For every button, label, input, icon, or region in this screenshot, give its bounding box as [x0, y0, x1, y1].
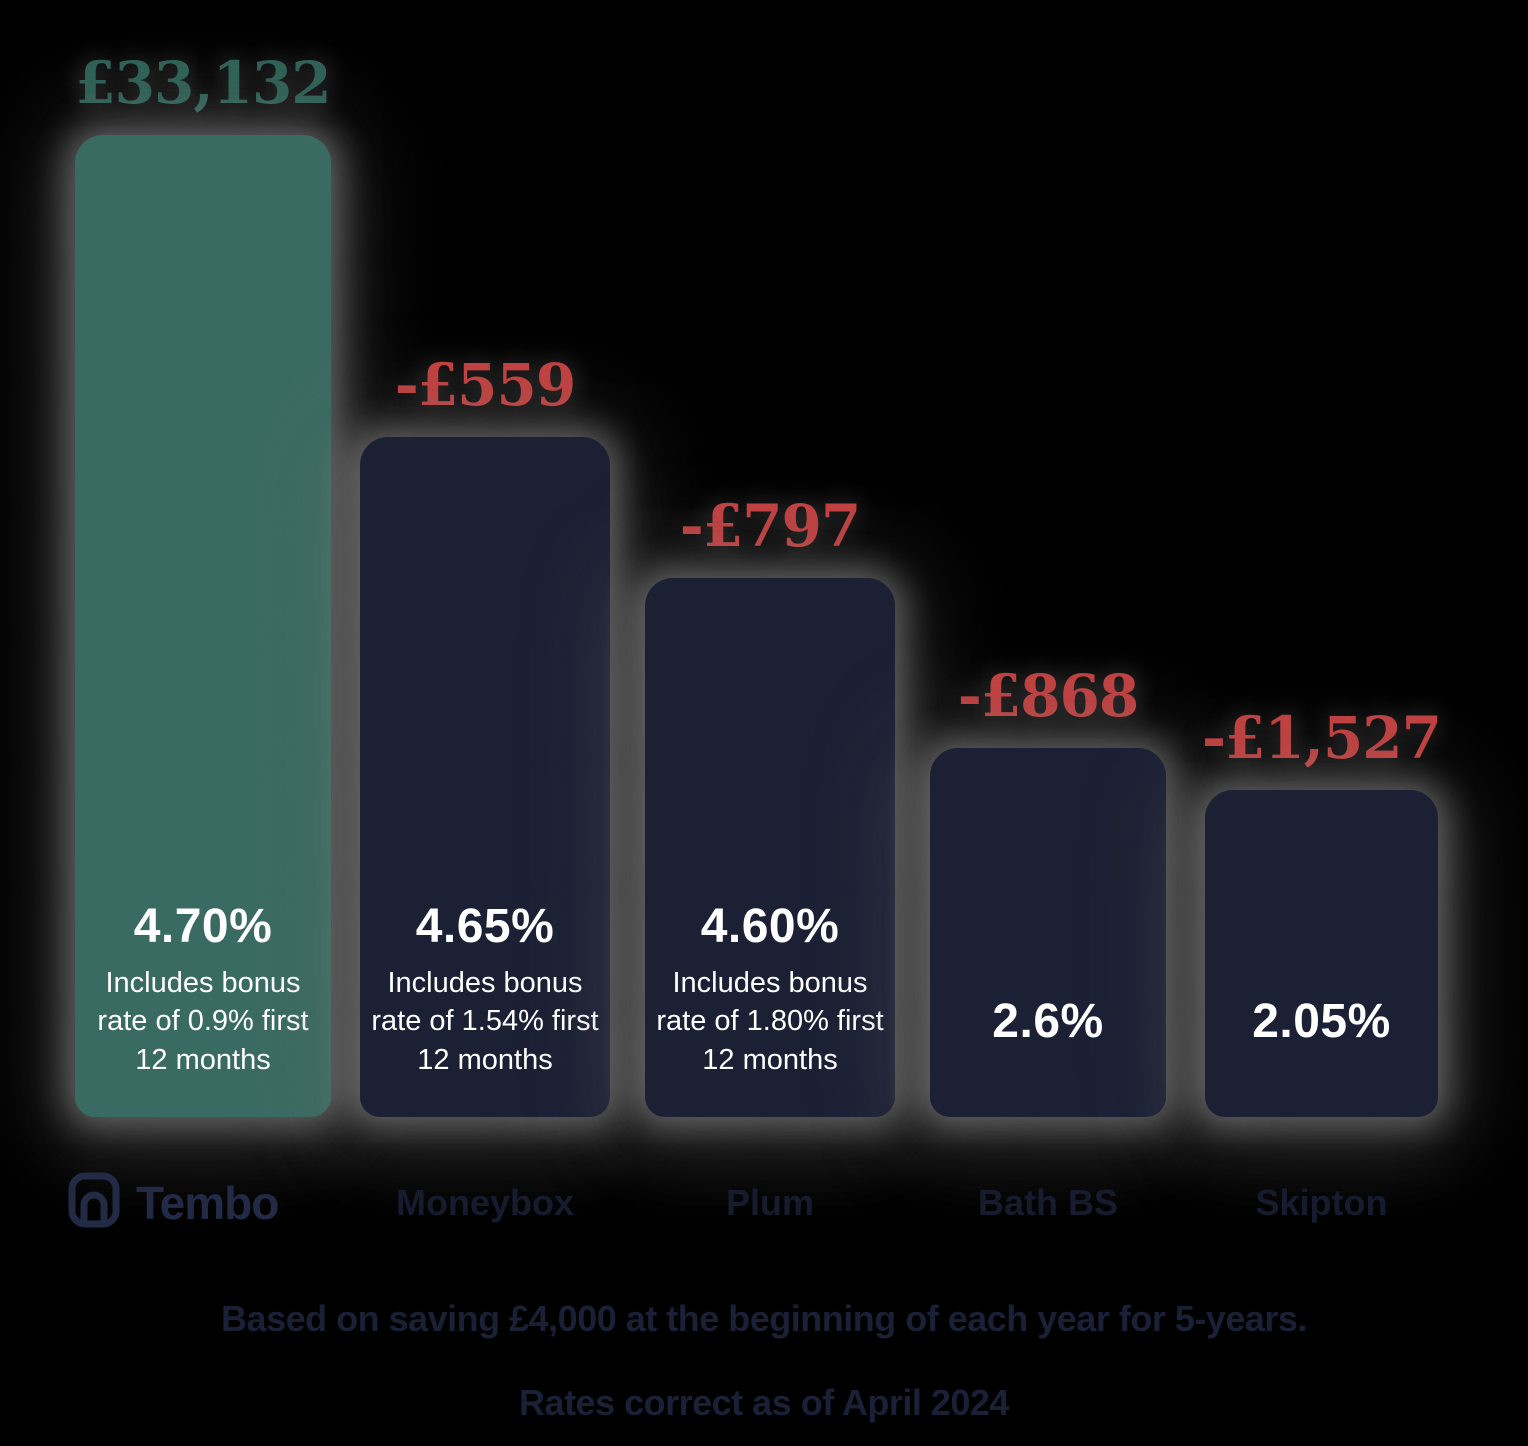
bar-tembo: 4.70% Includes bonus rate of 0.9% first 1… — [75, 135, 331, 1117]
bar-text: 2.05% — [1205, 994, 1438, 1059]
provider-label-moneybox: Moneybox — [395, 1182, 574, 1223]
bar-value-label: -£868 — [957, 662, 1140, 730]
bar-plum: 4.60% Includes bonus rate of 1.80% first … — [645, 578, 895, 1117]
bonus-note: Includes bonus rate of 1.80% first 12 mo… — [656, 967, 884, 1076]
rate-label: 2.05% — [1252, 995, 1391, 1048]
bar-skipton: 2.05% — [1205, 790, 1438, 1117]
bonus-note: Includes bonus rate of 0.9% first 12 mon… — [97, 967, 309, 1076]
provider-label-plum: Plum — [725, 1182, 814, 1223]
bar-text: 4.70% Includes bonus rate of 0.9% first 1… — [75, 899, 331, 1079]
provider-labels-row: Tembo Moneybox Plum Bath BS Skipton — [0, 1172, 1528, 1236]
rate-label: 2.6% — [992, 995, 1104, 1048]
tembo-logo-text: Tembo — [136, 1176, 279, 1229]
provider-label-bath-bs: Bath BS — [977, 1182, 1118, 1223]
bar-value-label: -£559 — [394, 351, 577, 419]
footnote-rates-date: Rates correct as of April 2024 — [519, 1382, 1009, 1423]
bar-bath-bs: 2.6% — [930, 748, 1166, 1117]
bar-value-label: -£797 — [679, 492, 862, 560]
rate-label: 4.60% — [700, 900, 840, 954]
bar-text: 4.60% Includes bonus rate of 1.80% first … — [645, 899, 895, 1079]
tembo-house-icon — [68, 1172, 120, 1233]
bar-text: 2.6% — [930, 994, 1166, 1059]
bar-text: 4.65% Includes bonus rate of 1.54% first … — [360, 899, 610, 1079]
provider-label-skipton: Skipton — [1255, 1182, 1388, 1223]
bonus-note: Includes bonus rate of 1.54% first 12 mo… — [371, 967, 599, 1076]
footnote-basis: Based on saving £4,000 at the beginning … — [221, 1298, 1307, 1339]
rate-label: 4.70% — [133, 900, 273, 954]
bar-value-label: £33,132 — [75, 49, 331, 117]
tembo-logo: Tembo — [68, 1172, 279, 1233]
rate-label: 4.65% — [415, 900, 555, 954]
bar-value-label: -£1,527 — [1201, 704, 1442, 772]
bar-moneybox: 4.65% Includes bonus rate of 1.54% first … — [360, 437, 610, 1117]
